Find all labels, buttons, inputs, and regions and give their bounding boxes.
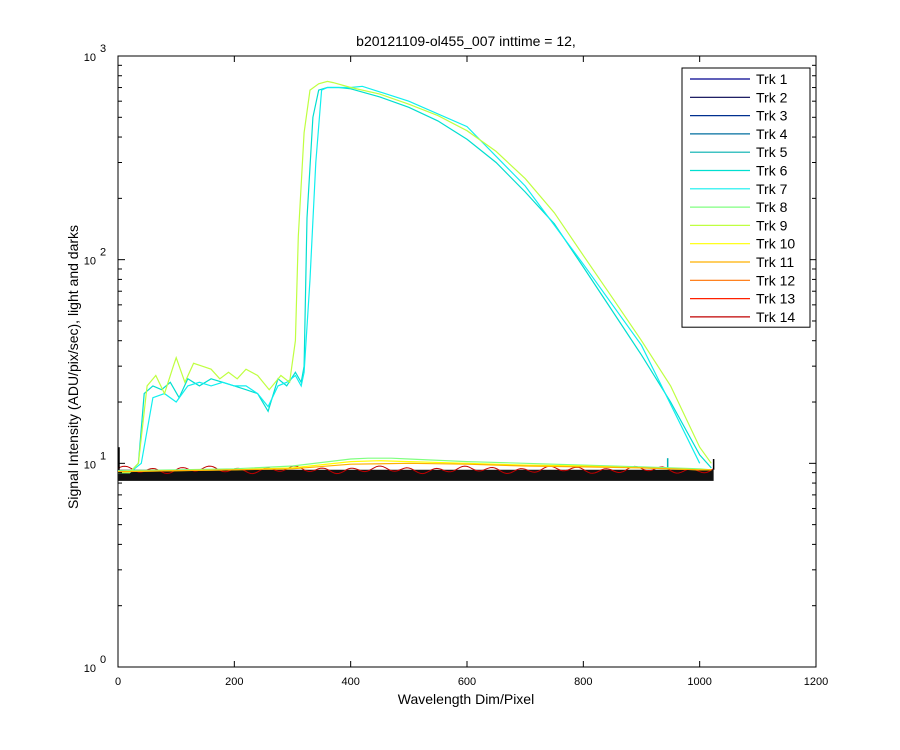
legend-label: Trk 7 xyxy=(756,181,788,197)
legend-label: Trk 14 xyxy=(756,309,795,325)
dark-noise-band xyxy=(118,469,714,481)
legend-label: Trk 13 xyxy=(756,291,795,307)
x-tick-label: 1200 xyxy=(804,676,828,688)
y-tick-label-base: 10 xyxy=(84,52,96,64)
series-line xyxy=(118,85,701,474)
legend-label: Trk 12 xyxy=(756,272,795,288)
y-tick-label-exp: 0 xyxy=(100,654,106,666)
x-tick-label: 400 xyxy=(341,676,359,688)
y-tick-label-exp: 2 xyxy=(100,247,106,259)
legend-label: Trk 4 xyxy=(756,126,788,142)
y-tick-label-base: 10 xyxy=(84,663,96,675)
x-tick-label: 600 xyxy=(458,676,476,688)
legend-label: Trk 5 xyxy=(756,144,788,160)
x-axis-label: Wavelength Dim/Pixel xyxy=(398,691,534,707)
x-tick-label: 1000 xyxy=(687,676,711,688)
y-axis-label: Signal Intensity (ADU/pix/sec), light an… xyxy=(65,225,81,509)
legend-label: Trk 3 xyxy=(756,108,788,124)
series-line xyxy=(118,86,712,474)
legend-label: Trk 11 xyxy=(756,254,794,270)
legend-label: Trk 9 xyxy=(756,217,788,233)
y-tick-label-exp: 1 xyxy=(100,450,106,462)
series-line xyxy=(117,462,712,473)
legend-box xyxy=(681,67,811,328)
x-tick-label: 200 xyxy=(225,676,243,688)
legend: Trk 1 Trk 2 Trk 3 Trk 4 Trk 5 Trk 6 Trk 7 Trk 8… xyxy=(681,67,811,328)
y-tick-label-base: 10 xyxy=(84,256,96,268)
series-line xyxy=(117,457,712,472)
x-axis-ticks: 0 200 400 600 800 1000 1200 xyxy=(115,56,828,688)
legend-label: Trk 2 xyxy=(756,89,788,105)
x-tick-label: 0 xyxy=(115,676,121,688)
legend-label: Trk 10 xyxy=(756,236,795,252)
x-tick-label: 800 xyxy=(574,676,592,688)
legend-label: Trk 8 xyxy=(756,199,788,215)
y-tick-label-base: 10 xyxy=(84,459,96,471)
y-tick-label-exp: 3 xyxy=(100,43,106,55)
legend-label: Trk 6 xyxy=(756,163,788,179)
series-layer xyxy=(117,80,712,474)
y-axis-ticks: 10 0 10 1 10 2 10 3 xyxy=(84,43,816,675)
chart-title: b20121109-ol455_007 inttime = 12, xyxy=(356,33,576,49)
series-line xyxy=(118,80,712,474)
legend-label: Trk 1 xyxy=(756,71,788,87)
